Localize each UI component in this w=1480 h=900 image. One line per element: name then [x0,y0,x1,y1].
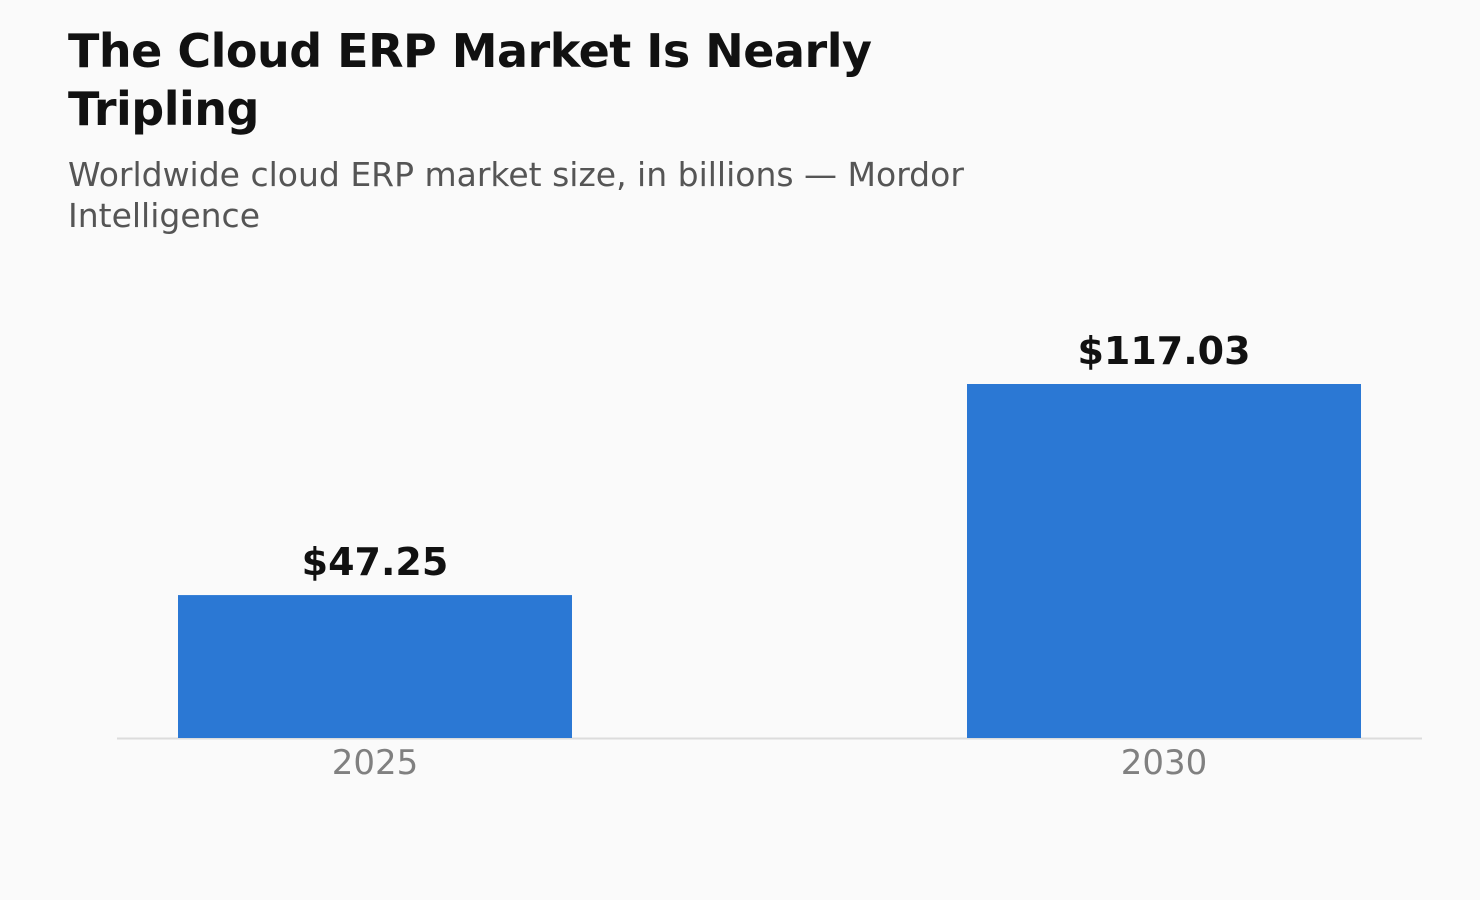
data-label-2025: $47.25 [302,540,449,584]
chart-title: The Cloud ERP Market Is Nearly Tripling [68,24,872,136]
x-tick-label-2025: 2025 [332,743,419,783]
chart-subtitle: Worldwide cloud ERP market size, in bill… [68,155,964,235]
bar-2025 [178,595,572,738]
x-tick-label-2030: 2030 [1121,743,1208,783]
data-label-2030: $117.03 [1077,329,1250,373]
bar-2030 [967,384,1361,738]
